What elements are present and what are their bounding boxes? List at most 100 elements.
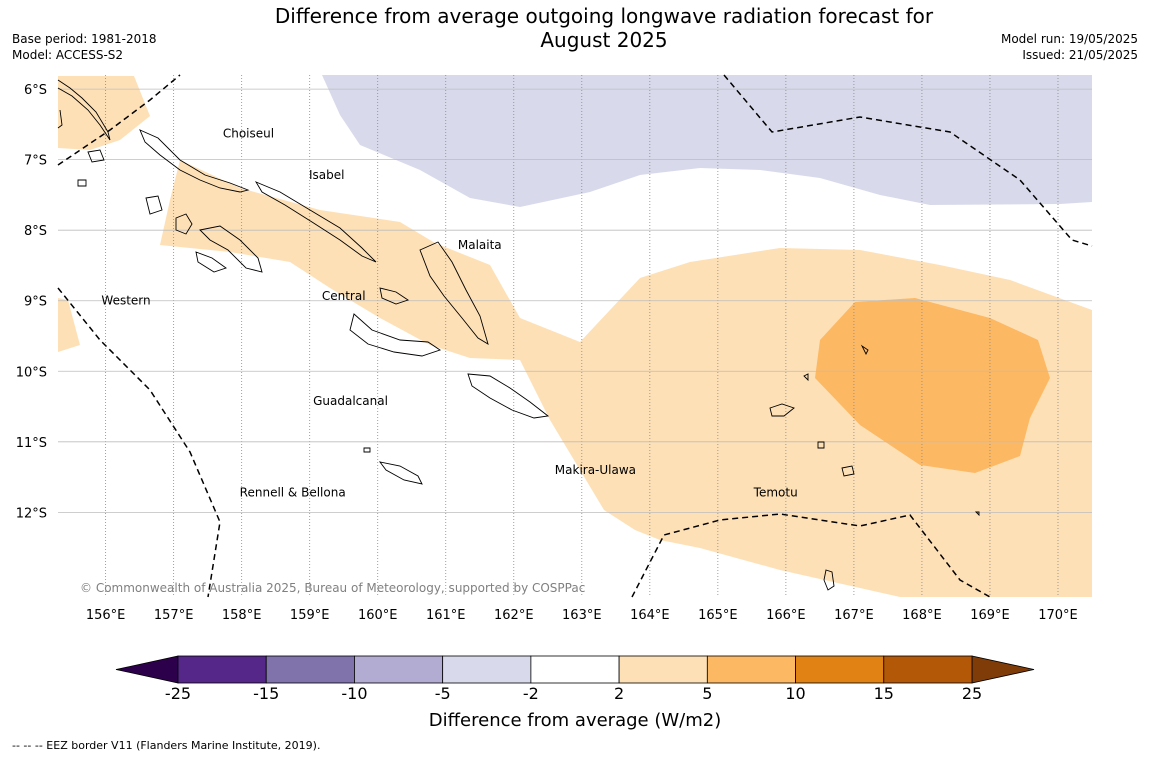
florida-islands-coast xyxy=(379,287,410,305)
latitude-tick-label: 11°S xyxy=(16,436,47,451)
guadalcanal-coast xyxy=(349,313,442,357)
colorbar-tick-label: -10 xyxy=(341,684,367,703)
negative-anomaly-area xyxy=(322,75,1092,207)
colorbar-bin xyxy=(795,655,885,684)
title-line-2: August 2025 xyxy=(540,28,668,52)
longitude-tick-label: 168°E xyxy=(902,608,942,623)
base-period: Base period: 1981-2018 xyxy=(12,32,157,46)
anuta-coast xyxy=(823,569,835,591)
colorbar-title: Difference from average (W/m2) xyxy=(429,710,721,731)
colorbar-tick-label: -5 xyxy=(435,684,451,703)
rennell-coast xyxy=(378,461,423,485)
colorbar-under-arrow xyxy=(115,655,179,684)
latitude-tick-label: 8°S xyxy=(24,224,47,239)
longitude-tick-label: 161°E xyxy=(426,608,466,623)
colorbar-tick-label: -25 xyxy=(165,684,191,703)
vella-lavella-coast xyxy=(145,195,163,215)
new-georgia-coast xyxy=(199,225,263,273)
region-label: Makira-Ulawa xyxy=(555,463,636,477)
colorbar-tick-label: -2 xyxy=(523,684,539,703)
colorbar-bin xyxy=(177,655,267,684)
colorbar-tick-label: 10 xyxy=(785,684,805,703)
meta-right: Model run: 19/05/2025 Issued: 21/05/2025 xyxy=(1001,31,1138,63)
longitude-tick-label: 166°E xyxy=(766,608,806,623)
longitude-tick-label: 169°E xyxy=(970,608,1010,623)
coastlines xyxy=(57,79,980,591)
issued-date: Issued: 21/05/2025 xyxy=(1022,48,1138,62)
isabel-coast xyxy=(254,181,377,263)
model-name: Model: ACCESS-S2 xyxy=(12,48,124,62)
longitude-tick-label: 162°E xyxy=(494,608,534,623)
makira-coast xyxy=(467,373,550,419)
region-label: Malaita xyxy=(458,238,502,252)
colorbar-tick-label: -15 xyxy=(253,684,279,703)
copyright-text: © Commonwealth of Australia 2025, Bureau… xyxy=(80,581,585,595)
eez-line-north-east xyxy=(723,74,1093,247)
longitude-tick-label: 158°E xyxy=(222,608,262,623)
model-run: Model run: 19/05/2025 xyxy=(1000,32,1138,46)
choiseul-coast xyxy=(139,129,250,193)
colorbar-tick-label: 5 xyxy=(702,684,712,703)
latitude-tick-label: 7°S xyxy=(24,154,47,169)
colorbar-bin xyxy=(883,655,973,684)
eez-line-south-west xyxy=(57,287,221,598)
colorbar-bin xyxy=(442,655,532,684)
anomaly-fills xyxy=(58,75,1092,597)
malaita-coast xyxy=(419,241,489,345)
nendo-coast xyxy=(769,403,795,417)
colorbar-bin xyxy=(354,655,444,684)
positive-anomaly-area-west-2 xyxy=(58,298,80,352)
latitude-tick-label: 6°S xyxy=(24,83,47,98)
latitude-tick-label: 9°S xyxy=(24,295,47,310)
buka-coast xyxy=(57,109,63,129)
longitude-tick-label: 170°E xyxy=(1038,608,1078,623)
reef-islands-coast xyxy=(803,373,809,382)
longitude-tick-label: 157°E xyxy=(154,608,194,623)
region-label: Isabel xyxy=(309,168,344,182)
latitude-tick-label: 12°S xyxy=(16,506,47,521)
colorbar-tick-label: 25 xyxy=(962,684,982,703)
bougainville-coast xyxy=(57,79,111,141)
region-label: Temotu xyxy=(753,486,798,500)
vanikoro-coast xyxy=(841,465,855,477)
bellona-coast xyxy=(363,447,371,453)
latitude-tick-label: 10°S xyxy=(16,365,47,380)
region-label: Western xyxy=(101,294,150,308)
eez-border xyxy=(57,74,1093,598)
region-label: Choiseul xyxy=(223,127,274,141)
longitude-tick-label: 163°E xyxy=(562,608,602,623)
positive-anomaly-area-central xyxy=(160,160,1092,597)
longitude-tick-label: 160°E xyxy=(358,608,398,623)
region-label: Central xyxy=(322,289,366,303)
region-label: Guadalcanal xyxy=(313,394,388,408)
shortland-coast xyxy=(87,149,105,163)
longitude-tick-label: 165°E xyxy=(698,608,738,623)
longitude-tick-label: 159°E xyxy=(290,608,330,623)
kolombangara-coast xyxy=(175,213,193,235)
longitude-labels: 156°E 157°E 158°E 159°E 160°E 161°E 162°E 163°E… xyxy=(86,608,1078,623)
colorbar-tick-label: 15 xyxy=(874,684,894,703)
eez-footnote: -- -- -- EEZ border V11 (Flanders Marine… xyxy=(12,739,321,752)
rendova-coast xyxy=(195,251,227,273)
colorbar-bin xyxy=(618,655,708,684)
region-label: Rennell & Bellona xyxy=(240,486,346,500)
longitude-tick-label: 156°E xyxy=(86,608,126,623)
eez-line-north-west xyxy=(57,74,181,166)
latitude-labels: 6°S 7°S 8°S 9°S 10°S 11°S 12°S xyxy=(16,83,47,521)
utupua-coast xyxy=(817,441,825,449)
meta-left: Base period: 1981-2018 Model: ACCESS-S2 xyxy=(12,31,157,63)
longitude-tick-label: 164°E xyxy=(630,608,670,623)
colorbar-bin xyxy=(265,655,355,684)
duff-islands-coast xyxy=(860,344,869,356)
colorbar-bin xyxy=(706,655,796,684)
colorbar: -25 -15 -10 -5 -2 2 5 10 15 25 xyxy=(115,655,1035,703)
positive-anomaly-area-strong xyxy=(815,298,1050,473)
map-gridlines xyxy=(58,75,1092,597)
treasury-coast xyxy=(77,179,87,187)
longitude-tick-label: 167°E xyxy=(834,608,874,623)
colorbar-bin xyxy=(530,655,620,684)
region-labels: Choiseul Isabel Malaita Western Central Guada… xyxy=(101,127,797,500)
tikopia-coast xyxy=(974,511,980,517)
colorbar-over-arrow xyxy=(971,655,1035,684)
